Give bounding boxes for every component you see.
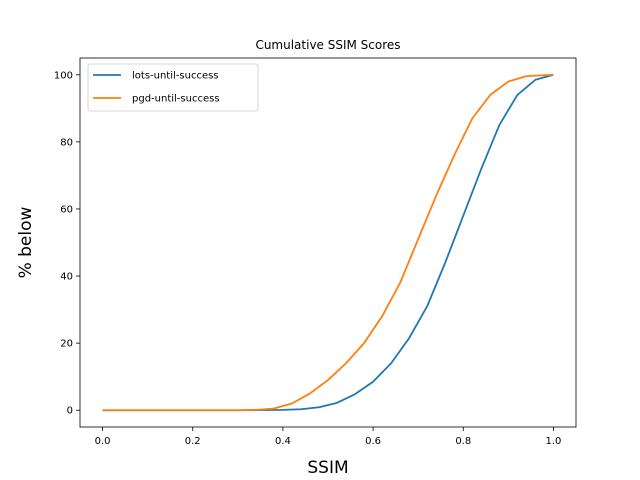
y-axis-label: % below [16, 206, 36, 278]
y-tick-label: 80 [60, 137, 73, 148]
series-line-1 [102, 73, 554, 412]
legend-label-1: pgd-until-success [132, 94, 220, 105]
legend-label-0: lots-until-success [132, 71, 219, 82]
x-axis-label: SSIM [307, 458, 348, 478]
legend: lots-until-success pgd-until-success [87, 63, 259, 112]
legend-box [87, 63, 259, 112]
series-line-0 [102, 73, 554, 412]
plot-frame [79, 57, 577, 428]
y-tick-label: 20 [60, 339, 73, 350]
x-tick-label: 1.0 [546, 436, 562, 447]
chart-title: Cumulative SSIM Scores [255, 38, 400, 52]
x-axis: 0.0 0.2 0.4 0.6 0.8 1.0 [95, 427, 562, 447]
y-axis: 0 20 40 60 80 100 [54, 70, 80, 417]
series-layer [102, 73, 554, 412]
y-tick-label: 60 [60, 204, 73, 215]
x-tick-label: 0.0 [95, 436, 111, 447]
x-tick-label: 0.8 [455, 436, 471, 447]
x-tick-label: 0.6 [365, 436, 381, 447]
x-tick-label: 0.4 [275, 436, 291, 447]
x-tick-label: 0.2 [185, 436, 201, 447]
y-tick-label: 40 [60, 272, 73, 283]
y-tick-label: 0 [67, 406, 73, 417]
y-tick-label: 100 [54, 70, 73, 81]
